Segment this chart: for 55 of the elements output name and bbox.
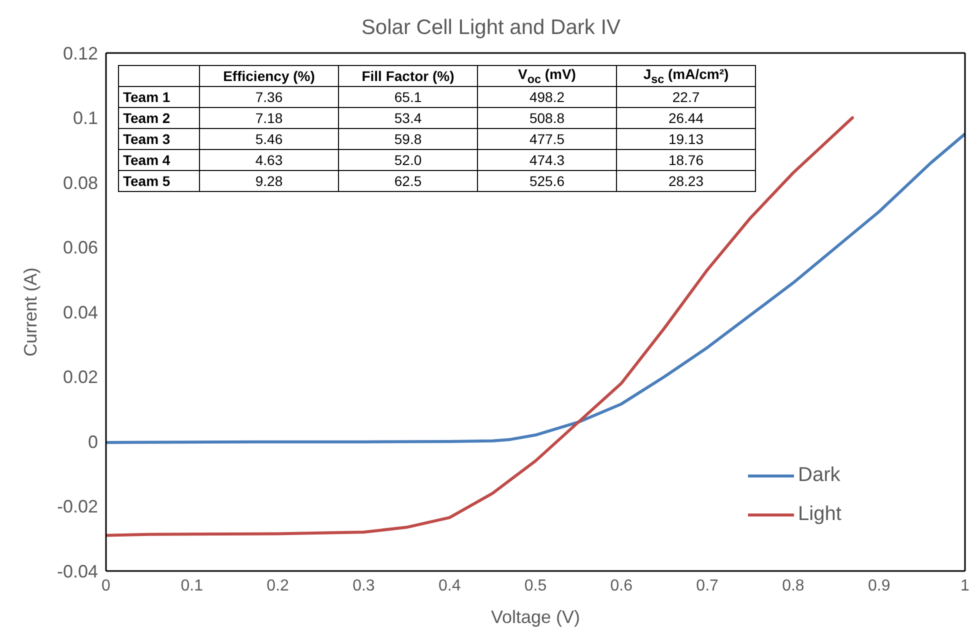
x-tick-label: 0.8 xyxy=(782,577,804,594)
text: 65.1 xyxy=(394,89,422,105)
y-tick-label: 0.1 xyxy=(72,108,98,128)
text: 508.8 xyxy=(529,110,565,126)
x-tick-label: 0.4 xyxy=(438,577,461,594)
y-tick-label: 0 xyxy=(88,432,98,452)
text: 52.0 xyxy=(394,152,422,168)
text: 525.6 xyxy=(529,173,565,189)
y-tick-label: 0.06 xyxy=(62,238,98,258)
text: 4.63 xyxy=(255,152,283,168)
category-label: V$_{oc}$ (mV) xyxy=(518,66,576,86)
line-series xyxy=(106,132,965,444)
x-tick-label: 1 xyxy=(960,577,970,594)
text: 9.28 xyxy=(255,173,283,189)
text: 18.76 xyxy=(668,152,704,168)
x-tick-label: 0.2 xyxy=(266,577,290,594)
x-axis-title: Voltage (V) xyxy=(490,607,580,627)
text: 26.44 xyxy=(668,110,704,126)
text: 7.18 xyxy=(255,110,283,126)
y-axis-title: Current (A) xyxy=(20,267,40,357)
text: 53.4 xyxy=(394,110,422,126)
category-label: Team 5 xyxy=(123,173,170,189)
category-label: Fill Factor (%) xyxy=(362,68,454,84)
y-tick-label: -0.04 xyxy=(56,561,98,582)
y-tick-label: 0.08 xyxy=(62,172,98,193)
category-label: Efficiency (%) xyxy=(223,68,315,84)
legend-label: Dark xyxy=(798,464,840,487)
text: 19.13 xyxy=(668,131,704,147)
category-label: Team 4 xyxy=(123,152,170,168)
x-tick-label: 0 xyxy=(102,577,111,594)
y-tick-label: -0.02 xyxy=(56,496,98,517)
x-tick-label: 0.7 xyxy=(696,577,719,594)
text: 498.2 xyxy=(529,89,565,105)
text: 474.3 xyxy=(529,152,565,168)
legend-label: Light xyxy=(798,503,842,526)
y-tick-label: 0.04 xyxy=(62,302,98,322)
x-tick-label: 0.9 xyxy=(868,577,890,594)
category-label: Team 3 xyxy=(123,131,170,147)
x-tick-label: 0.5 xyxy=(524,577,547,594)
x-tick-label: 0.1 xyxy=(180,577,204,594)
text: 62.5 xyxy=(394,173,422,189)
y-tick-label: 0.12 xyxy=(62,43,98,64)
category-label: Team 1 xyxy=(123,89,170,105)
text: 7.36 xyxy=(255,89,283,105)
text: 5.46 xyxy=(255,131,283,147)
chart-title: Solar Cell Light and Dark IV xyxy=(360,16,622,40)
x-tick-label: 0.6 xyxy=(610,577,633,594)
y-tick-label: 0.02 xyxy=(62,367,98,388)
text: 22.7 xyxy=(672,89,700,105)
x-tick-label: 0.3 xyxy=(352,577,375,594)
text: 28.23 xyxy=(668,173,704,189)
category-label: J$_{sc}$ (mA/cm²) xyxy=(643,66,729,86)
text: 59.8 xyxy=(394,131,422,147)
category-label: Team 2 xyxy=(123,110,170,126)
text: 477.5 xyxy=(529,131,565,147)
